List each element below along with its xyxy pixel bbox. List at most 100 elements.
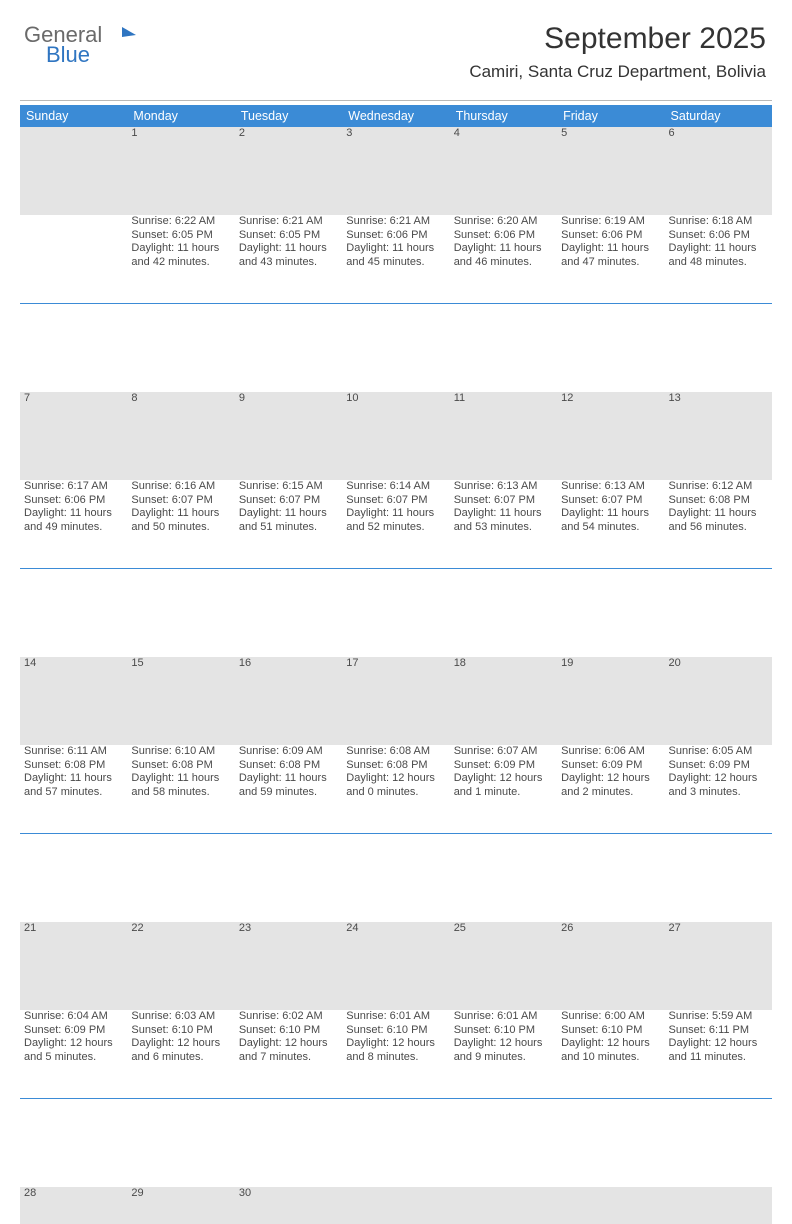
day-cell-line: Daylight: 11 hours	[131, 242, 230, 256]
day-number: 24	[342, 922, 449, 1010]
day-cell-line: and 10 minutes.	[561, 1051, 660, 1065]
day-cell: Sunrise: 6:18 AMSunset: 6:06 PMDaylight:…	[665, 215, 772, 304]
day-cell-line: Daylight: 11 hours	[24, 772, 123, 786]
day-cell-line: Sunset: 6:06 PM	[24, 494, 123, 508]
calendar-table: Sunday Monday Tuesday Wednesday Thursday…	[20, 105, 772, 1224]
day-number: 12	[557, 392, 664, 480]
day-cell-line: and 43 minutes.	[239, 256, 338, 270]
calendar-page: General Blue September 2025 Camiri, Sant…	[0, 0, 792, 612]
day-content-row: Sunrise: 6:04 AMSunset: 6:09 PMDaylight:…	[20, 1010, 772, 1099]
day-number: 16	[235, 657, 342, 745]
day-number	[665, 1187, 772, 1224]
day-cell-line: Sunrise: 6:01 AM	[346, 1010, 445, 1024]
day-number: 22	[127, 922, 234, 1010]
day-cell-line: Sunset: 6:09 PM	[24, 1024, 123, 1038]
day-cell-line: Daylight: 11 hours	[561, 242, 660, 256]
day-cell-line: Sunrise: 6:07 AM	[454, 745, 553, 759]
logo-word-2: Blue	[46, 44, 102, 66]
day-cell: Sunrise: 6:04 AMSunset: 6:09 PMDaylight:…	[20, 1010, 127, 1099]
day-cell: Sunrise: 6:15 AMSunset: 6:07 PMDaylight:…	[235, 480, 342, 569]
day-cell-line: Sunrise: 6:20 AM	[454, 215, 553, 229]
day-cell-line: Sunset: 6:09 PM	[669, 759, 768, 773]
week-separator	[20, 834, 772, 923]
day-cell-line: Daylight: 12 hours	[454, 1037, 553, 1051]
day-number: 15	[127, 657, 234, 745]
day-cell-line: and 2 minutes.	[561, 786, 660, 800]
day-cell-line: Daylight: 11 hours	[131, 772, 230, 786]
day-cell-line: Daylight: 12 hours	[561, 1037, 660, 1051]
day-number: 1	[127, 127, 234, 215]
day-cell: Sunrise: 6:03 AMSunset: 6:10 PMDaylight:…	[127, 1010, 234, 1099]
day-cell-line: and 59 minutes.	[239, 786, 338, 800]
day-cell-line: Sunrise: 6:06 AM	[561, 745, 660, 759]
day-cell-line: Daylight: 12 hours	[346, 772, 445, 786]
day-cell-line: and 48 minutes.	[669, 256, 768, 270]
day-cell-line: Sunset: 6:10 PM	[454, 1024, 553, 1038]
day-cell: Sunrise: 6:06 AMSunset: 6:09 PMDaylight:…	[557, 745, 664, 834]
day-cell: Sunrise: 6:13 AMSunset: 6:07 PMDaylight:…	[557, 480, 664, 569]
day-number: 23	[235, 922, 342, 1010]
day-number: 5	[557, 127, 664, 215]
day-number	[557, 1187, 664, 1224]
day-cell-line: Sunrise: 6:21 AM	[346, 215, 445, 229]
day-cell-line: Daylight: 12 hours	[669, 772, 768, 786]
day-cell-line: and 53 minutes.	[454, 521, 553, 535]
day-number: 4	[450, 127, 557, 215]
day-cell-line: Daylight: 11 hours	[669, 507, 768, 521]
day-cell-line: Sunrise: 6:09 AM	[239, 745, 338, 759]
day-content-row: Sunrise: 6:11 AMSunset: 6:08 PMDaylight:…	[20, 745, 772, 834]
day-cell-line: Sunset: 6:07 PM	[454, 494, 553, 508]
day-cell: Sunrise: 6:05 AMSunset: 6:09 PMDaylight:…	[665, 745, 772, 834]
day-cell-line: Daylight: 11 hours	[454, 242, 553, 256]
day-cell: Sunrise: 6:14 AMSunset: 6:07 PMDaylight:…	[342, 480, 449, 569]
day-cell-line: Sunrise: 6:13 AM	[454, 480, 553, 494]
day-content-row: Sunrise: 6:17 AMSunset: 6:06 PMDaylight:…	[20, 480, 772, 569]
week-separator	[20, 569, 772, 658]
day-cell-line: and 50 minutes.	[131, 521, 230, 535]
header: General Blue September 2025 Camiri, Sant…	[20, 18, 772, 98]
day-cell: Sunrise: 6:13 AMSunset: 6:07 PMDaylight:…	[450, 480, 557, 569]
day-cell-line: and 49 minutes.	[24, 521, 123, 535]
day-cell: Sunrise: 6:09 AMSunset: 6:08 PMDaylight:…	[235, 745, 342, 834]
day-cell-line: Sunset: 6:05 PM	[131, 229, 230, 243]
day-cell-line: and 58 minutes.	[131, 786, 230, 800]
day-number	[20, 127, 127, 215]
day-number: 25	[450, 922, 557, 1010]
day-cell-line: Sunset: 6:08 PM	[239, 759, 338, 773]
weekday-header: Saturday	[665, 105, 772, 127]
day-cell-line: Sunset: 6:10 PM	[239, 1024, 338, 1038]
day-cell-line: Daylight: 11 hours	[131, 507, 230, 521]
day-cell-line: and 47 minutes.	[561, 256, 660, 270]
day-cell-line: and 6 minutes.	[131, 1051, 230, 1065]
day-cell-line: Sunrise: 6:00 AM	[561, 1010, 660, 1024]
day-cell: Sunrise: 6:16 AMSunset: 6:07 PMDaylight:…	[127, 480, 234, 569]
day-cell-line: Sunrise: 6:21 AM	[239, 215, 338, 229]
day-number-row: 78910111213	[20, 392, 772, 480]
day-cell-line: and 42 minutes.	[131, 256, 230, 270]
day-cell-line: Sunset: 6:08 PM	[669, 494, 768, 508]
day-number: 14	[20, 657, 127, 745]
day-cell-line: Daylight: 12 hours	[131, 1037, 230, 1051]
day-number: 3	[342, 127, 449, 215]
day-number: 20	[665, 657, 772, 745]
day-cell-line: Sunrise: 5:59 AM	[669, 1010, 768, 1024]
day-cell-line: Daylight: 12 hours	[561, 772, 660, 786]
day-cell-line: Daylight: 12 hours	[454, 772, 553, 786]
day-cell-line: Daylight: 11 hours	[346, 507, 445, 521]
day-number-row: 282930	[20, 1187, 772, 1224]
week-separator	[20, 1099, 772, 1188]
day-cell: Sunrise: 6:08 AMSunset: 6:08 PMDaylight:…	[342, 745, 449, 834]
day-number: 11	[450, 392, 557, 480]
day-cell-line: Daylight: 12 hours	[669, 1037, 768, 1051]
day-cell: Sunrise: 6:01 AMSunset: 6:10 PMDaylight:…	[450, 1010, 557, 1099]
day-cell-line: Sunrise: 6:12 AM	[669, 480, 768, 494]
day-cell-line: Sunset: 6:08 PM	[131, 759, 230, 773]
day-cell-line: and 46 minutes.	[454, 256, 553, 270]
day-cell-line: and 3 minutes.	[669, 786, 768, 800]
day-cell-line: Daylight: 12 hours	[346, 1037, 445, 1051]
day-cell-line: and 8 minutes.	[346, 1051, 445, 1065]
day-cell-line: Sunset: 6:10 PM	[131, 1024, 230, 1038]
day-cell-line: Sunset: 6:11 PM	[669, 1024, 768, 1038]
day-cell-line: Sunset: 6:07 PM	[239, 494, 338, 508]
day-cell-line: and 54 minutes.	[561, 521, 660, 535]
